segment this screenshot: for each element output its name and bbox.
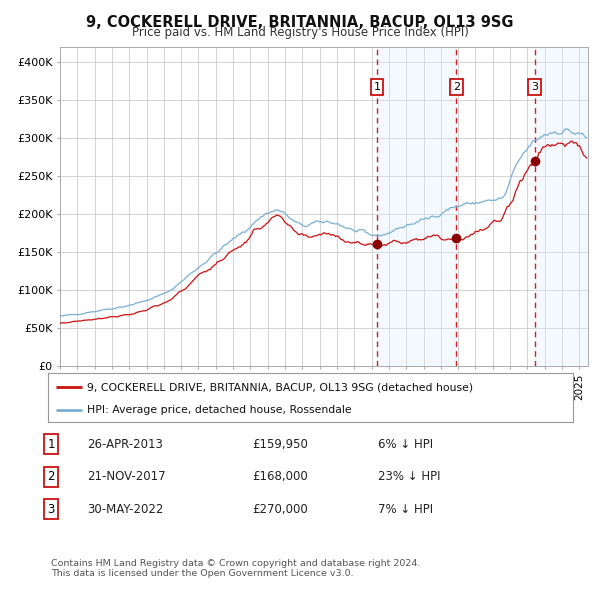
Text: 30-MAY-2022: 30-MAY-2022 bbox=[87, 503, 163, 516]
Text: 1: 1 bbox=[47, 438, 55, 451]
Text: Price paid vs. HM Land Registry's House Price Index (HPI): Price paid vs. HM Land Registry's House … bbox=[131, 26, 469, 39]
Text: 9, COCKERELL DRIVE, BRITANNIA, BACUP, OL13 9SG: 9, COCKERELL DRIVE, BRITANNIA, BACUP, OL… bbox=[86, 15, 514, 30]
Text: 21-NOV-2017: 21-NOV-2017 bbox=[87, 470, 166, 483]
Text: HPI: Average price, detached house, Rossendale: HPI: Average price, detached house, Ross… bbox=[88, 405, 352, 415]
Text: 26-APR-2013: 26-APR-2013 bbox=[87, 438, 163, 451]
Text: 2: 2 bbox=[452, 82, 460, 92]
Text: Contains HM Land Registry data © Crown copyright and database right 2024.: Contains HM Land Registry data © Crown c… bbox=[51, 559, 421, 568]
Text: 3: 3 bbox=[47, 503, 55, 516]
Bar bbox=[535, 47, 588, 366]
Text: 3: 3 bbox=[531, 82, 538, 92]
Text: 1: 1 bbox=[374, 82, 380, 92]
Text: 6% ↓ HPI: 6% ↓ HPI bbox=[378, 438, 433, 451]
Text: £159,950: £159,950 bbox=[252, 438, 308, 451]
Text: 7% ↓ HPI: 7% ↓ HPI bbox=[378, 503, 433, 516]
Text: 23% ↓ HPI: 23% ↓ HPI bbox=[378, 470, 440, 483]
Text: £168,000: £168,000 bbox=[252, 470, 308, 483]
Text: 9, COCKERELL DRIVE, BRITANNIA, BACUP, OL13 9SG (detached house): 9, COCKERELL DRIVE, BRITANNIA, BACUP, OL… bbox=[88, 382, 473, 392]
Text: £270,000: £270,000 bbox=[252, 503, 308, 516]
Bar bbox=[377, 47, 456, 366]
Text: 2: 2 bbox=[47, 470, 55, 483]
Text: This data is licensed under the Open Government Licence v3.0.: This data is licensed under the Open Gov… bbox=[51, 569, 353, 578]
